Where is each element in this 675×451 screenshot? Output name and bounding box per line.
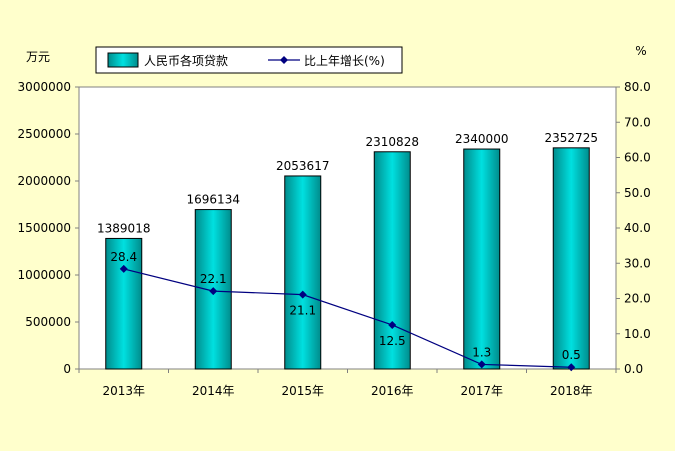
- right-tick-label: 40.0: [624, 221, 651, 235]
- left-tick-label: 0: [63, 362, 71, 376]
- growth-value-label: 1.3: [472, 345, 491, 359]
- x-tick-label: 2014年: [192, 384, 235, 398]
- left-tick-label: 500000: [25, 315, 71, 329]
- right-tick-label: 50.0: [624, 186, 651, 200]
- left-tick-label: 1000000: [18, 268, 71, 282]
- growth-marker: [298, 290, 307, 299]
- left-tick-label: 3000000: [18, 80, 71, 94]
- growth-value-label: 0.5: [562, 348, 581, 362]
- legend: 人民币各项贷款 比上年增长(%): [95, 46, 403, 74]
- growth-marker: [119, 264, 128, 273]
- left-tick-label: 2500000: [18, 127, 71, 141]
- right-axis: 0.0 10.0 20.0 30.0 40.0 50.0 60.0 70.0 80.0: [616, 80, 651, 376]
- right-tick-label: 10.0: [624, 327, 651, 341]
- x-tick-label: 2018年: [550, 384, 593, 398]
- legend-line-marker: [280, 56, 288, 64]
- bar-value-label: 2053617: [276, 159, 329, 173]
- right-tick-label: 0.0: [624, 362, 643, 376]
- growth-line-path: [123, 268, 572, 368]
- growth-marker: [567, 363, 576, 372]
- growth-marker: [388, 320, 397, 329]
- bar-value-label: 2310828: [366, 135, 419, 149]
- growth-line: 28.4 22.1 21.1 12.5 1.3 0.5: [110, 250, 581, 372]
- growth-value-label: 28.4: [110, 250, 137, 264]
- bar: [284, 175, 322, 370]
- legend-line-label: 比上年增长(%): [304, 54, 385, 68]
- growth-value-label: 22.1: [200, 272, 227, 286]
- x-tick-label: 2017年: [460, 384, 503, 398]
- right-axis-unit: %: [635, 44, 646, 58]
- right-tick-label: 70.0: [624, 115, 651, 129]
- bar-value-label: 2340000: [455, 132, 508, 146]
- right-tick-label: 20.0: [624, 292, 651, 306]
- left-axis-unit: 万元: [26, 50, 50, 64]
- growth-value-label: 12.5: [379, 334, 406, 348]
- x-axis: 2013年 2014年 2015年 2016年 2017年 2018年: [78, 369, 617, 398]
- bar: [373, 151, 411, 370]
- growth-marker: [209, 287, 218, 296]
- growth-value-label: 21.1: [289, 304, 316, 318]
- bars: 1389018 1696134 2053617 2310828 2340000 23527…: [97, 131, 598, 370]
- legend-frame: [95, 46, 403, 74]
- left-axis: 0 500000 1000000 1500000 2000000 2500000 30000…: [18, 80, 79, 376]
- legend-bar-swatch: [107, 52, 139, 68]
- bar: [552, 147, 590, 370]
- bar: [105, 237, 143, 370]
- bar-value-label: 2352725: [545, 131, 598, 145]
- bar-value-label: 1389018: [97, 221, 150, 235]
- plot-area: [78, 86, 617, 370]
- x-tick-label: 2013年: [102, 384, 145, 398]
- bar-value-label: 1696134: [187, 193, 240, 207]
- legend-bar-label: 人民币各项贷款: [144, 53, 228, 68]
- right-tick-label: 60.0: [624, 151, 651, 165]
- bar: [463, 148, 501, 370]
- left-tick-label: 2000000: [18, 174, 71, 188]
- right-tick-label: 30.0: [624, 256, 651, 270]
- x-tick-label: 2016年: [371, 384, 414, 398]
- x-tick-label: 2015年: [281, 384, 324, 398]
- right-tick-label: 80.0: [624, 80, 651, 94]
- growth-marker: [477, 360, 486, 369]
- left-tick-label: 1500000: [18, 221, 71, 235]
